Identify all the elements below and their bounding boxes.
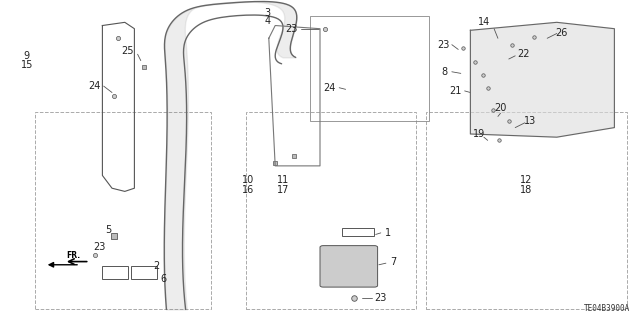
Text: 19: 19 [472,129,485,139]
Text: 1: 1 [385,228,391,238]
Text: 18: 18 [520,185,532,195]
Text: 2: 2 [154,261,160,271]
Text: 21: 21 [449,86,462,96]
Text: 17: 17 [277,185,290,195]
Bar [342,228,374,236]
FancyBboxPatch shape [320,246,378,287]
Text: 20: 20 [494,103,507,114]
Text: 7: 7 [390,256,397,267]
Text: 4: 4 [264,16,271,26]
Text: TE04B3900A: TE04B3900A [584,304,630,313]
Text: 6: 6 [160,274,166,284]
Text: 10: 10 [242,175,255,185]
Bar [102,266,128,279]
Bar [246,112,416,309]
Text: 14: 14 [477,17,490,27]
Text: FR.: FR. [66,251,80,260]
Text: 24: 24 [88,81,101,91]
Text: 22: 22 [517,49,530,59]
Text: 23: 23 [437,40,450,50]
Text: 26: 26 [555,28,568,39]
Text: 13: 13 [524,116,536,126]
Text: 24: 24 [323,83,336,93]
Text: 23: 23 [374,293,387,303]
Text: 8: 8 [442,67,448,77]
Text: 9: 9 [24,51,30,61]
Text: 23: 23 [285,24,298,34]
Text: 23: 23 [93,242,106,252]
Bar [35,112,211,309]
Text: 15: 15 [20,60,33,70]
Polygon shape [470,22,614,137]
Text: 25: 25 [122,46,134,56]
Text: 5: 5 [106,225,112,235]
Bar [426,112,627,309]
Text: 11: 11 [277,175,290,185]
Text: 16: 16 [242,185,255,195]
Text: 3: 3 [264,8,271,18]
Bar [310,16,429,121]
Text: 12: 12 [520,175,532,185]
Bar [131,266,157,279]
